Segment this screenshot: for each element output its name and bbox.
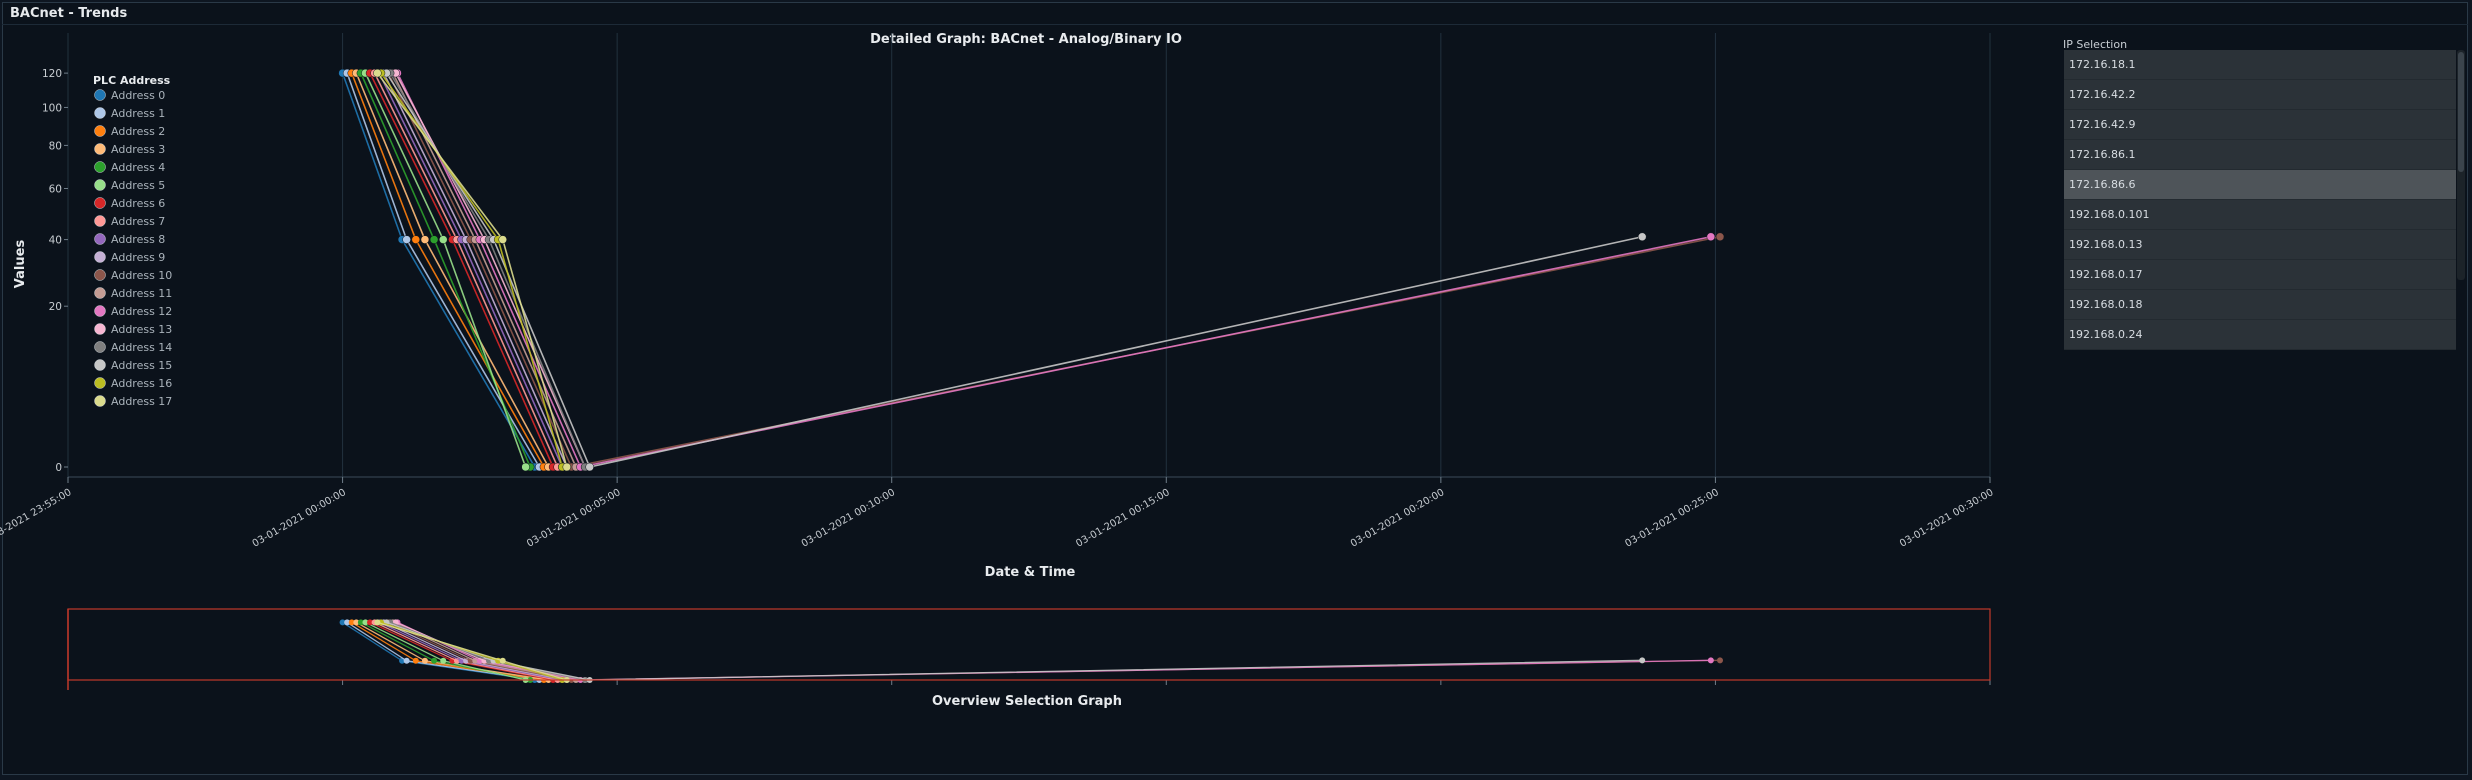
detailed-graph[interactable]: Detailed Graph: BACnet - Analog/Binary I… — [0, 0, 2040, 600]
legend-item[interactable]: Address 8 — [111, 233, 165, 246]
series-point[interactable] — [420, 235, 430, 244]
x-axis-label: Date & Time — [985, 565, 1076, 580]
series-point[interactable] — [429, 235, 439, 244]
x-tick-label: 03-01-2021 00:25:00 — [1623, 487, 1720, 550]
x-tick-label: 03-01-2021 00:05:00 — [525, 487, 622, 550]
scroll-thumb[interactable] — [2458, 52, 2464, 172]
legend-swatch — [94, 395, 106, 407]
y-tick-label: 20 — [49, 301, 62, 313]
legend-item[interactable]: Address 14 — [111, 341, 172, 354]
ip-list-item[interactable]: 172.16.86.6 — [2064, 170, 2456, 200]
legend-swatch — [94, 89, 106, 101]
y-tick-label: 120 — [42, 68, 62, 80]
series-point[interactable] — [498, 235, 507, 244]
detailed-graph-title: Detailed Graph: BACnet - Analog/Binary I… — [870, 32, 1182, 47]
legend-swatch — [94, 215, 106, 227]
series-point[interactable] — [402, 235, 411, 244]
legend-item[interactable]: Address 9 — [111, 251, 165, 264]
legend[interactable]: PLC Address Address 0 Address 1 Address 2 A… — [93, 74, 172, 408]
series-point[interactable] — [585, 462, 594, 472]
legend-swatch — [94, 143, 106, 155]
series-point[interactable] — [1637, 232, 1647, 242]
y-axis-label: Values — [13, 240, 28, 289]
legend-swatch — [94, 197, 106, 209]
ip-list-item[interactable]: 172.16.42.9 — [2064, 110, 2456, 140]
legend-swatch — [94, 179, 106, 191]
legend-item[interactable]: Address 0 — [111, 89, 165, 102]
title-divider — [2, 24, 2468, 25]
legend-item[interactable]: Address 13 — [111, 323, 172, 336]
legend-item[interactable]: Address 5 — [111, 179, 165, 192]
series-point[interactable] — [438, 235, 448, 244]
legend-swatch — [94, 161, 106, 173]
legend-title: PLC Address — [93, 74, 171, 87]
legend-swatch — [94, 233, 106, 245]
legend-item[interactable]: Address 7 — [111, 215, 165, 228]
series-line — [376, 72, 568, 468]
ip-selection-label: IP Selection — [2063, 38, 2128, 51]
x-tick-label: 03-01-2021 00:00:00 — [251, 487, 348, 550]
legend-item[interactable]: Address 3 — [111, 143, 165, 156]
legend-item[interactable]: Address 4 — [111, 161, 165, 174]
y-axis: 0 20 40 60 80 100 120 — [42, 68, 68, 474]
legend-item[interactable]: Address 6 — [111, 197, 165, 210]
ip-list-item[interactable]: 172.16.42.2 — [2064, 80, 2456, 110]
legend-item[interactable]: Address 15 — [111, 359, 172, 372]
x-axis: 02-28-2021 23:55:00 03-01-2021 00:00:00 03… — [0, 476, 1996, 550]
legend-item[interactable]: Address 17 — [111, 395, 172, 408]
legend-swatch — [94, 251, 106, 263]
y-tick-label: 80 — [49, 140, 62, 152]
series-point[interactable] — [521, 462, 530, 472]
y-tick-label: 100 — [42, 102, 62, 114]
app-title: BACnet - Trends — [10, 6, 128, 21]
ip-list-item[interactable]: 172.16.18.1 — [2064, 50, 2456, 80]
series-line — [355, 72, 550, 468]
series-line — [385, 72, 1643, 468]
ip-list-scrollbar[interactable] — [2457, 50, 2465, 280]
y-tick-label: 0 — [55, 462, 62, 474]
y-tick-label: 60 — [49, 183, 62, 195]
x-tick-label: 03-01-2021 00:15:00 — [1074, 487, 1171, 550]
legend-swatch — [94, 305, 106, 317]
series-point[interactable] — [373, 68, 382, 78]
legend-item[interactable]: Address 16 — [111, 377, 172, 390]
series-line — [369, 72, 554, 468]
y-tick-label: 40 — [49, 235, 62, 247]
x-tick-label: 03-01-2021 00:30:00 — [1898, 487, 1995, 550]
ip-selection-list[interactable]: 172.16.18.1 172.16.42.2 172.16.42.9 172.16.… — [2064, 50, 2456, 350]
legend-item[interactable]: Address 2 — [111, 125, 165, 138]
x-tick-label: 03-01-2021 00:20:00 — [1349, 487, 1446, 550]
legend-item[interactable]: Address 11 — [111, 287, 172, 300]
legend-item[interactable]: Address 1 — [111, 107, 165, 120]
legend-swatch — [94, 269, 106, 281]
series-line — [396, 72, 1712, 468]
series-point[interactable] — [562, 462, 572, 472]
x-tick-label: 03-01-2021 00:10:00 — [800, 487, 897, 550]
ip-list-item[interactable]: 192.168.0.101 — [2064, 200, 2456, 230]
series-line — [387, 72, 1721, 468]
x-tick-label: 02-28-2021 23:55:00 — [0, 487, 74, 550]
series-point[interactable] — [1715, 232, 1725, 242]
legend-item[interactable]: Address 10 — [111, 269, 172, 282]
legend-swatch — [94, 359, 106, 371]
ip-list-item[interactable]: 192.168.0.13 — [2064, 230, 2456, 260]
ip-list-item[interactable]: 172.16.86.1 — [2064, 140, 2456, 170]
series-point[interactable] — [1706, 232, 1716, 242]
series-group — [338, 68, 1725, 472]
legend-swatch — [94, 107, 106, 119]
legend-swatch — [94, 287, 106, 299]
ip-list-item[interactable]: 192.168.0.17 — [2064, 260, 2456, 290]
legend-item[interactable]: Address 12 — [111, 305, 172, 318]
ip-list-item[interactable]: 192.168.0.24 — [2064, 320, 2456, 350]
legend-swatch — [94, 341, 106, 353]
legend-swatch — [94, 323, 106, 335]
series-point[interactable] — [411, 235, 421, 244]
legend-swatch — [94, 125, 106, 137]
ip-list-item[interactable]: 192.168.0.18 — [2064, 290, 2456, 320]
legend-swatch — [94, 377, 106, 389]
